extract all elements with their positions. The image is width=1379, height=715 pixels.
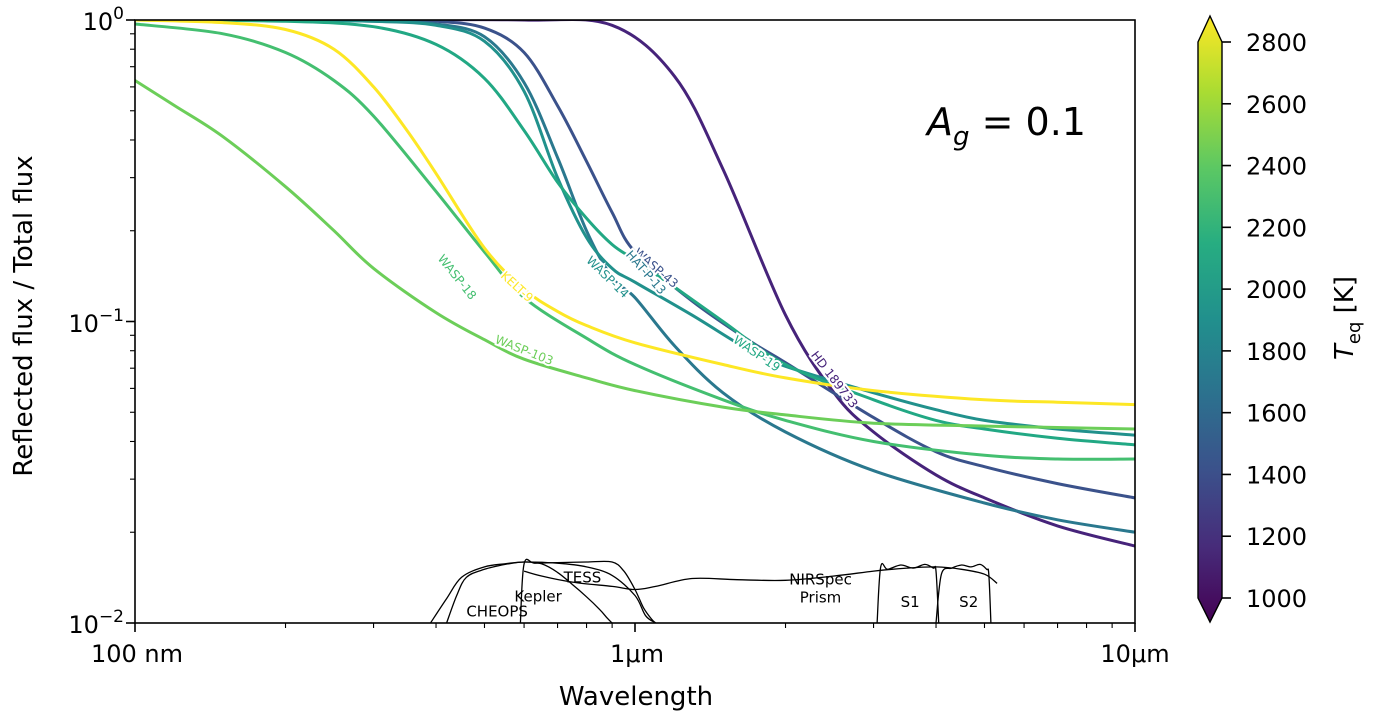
y-tick-label-1e-2: 10−2 bbox=[68, 607, 124, 639]
curve-label-kelt-9: KELT-9 bbox=[498, 269, 536, 305]
y-axis-label: Reflected flux / Total flux bbox=[9, 155, 39, 476]
colorbar-tick-label-2200: 2200 bbox=[1246, 214, 1307, 242]
bandpass-label-s2: S2 bbox=[959, 593, 978, 611]
bandpass-label-kepler: Kepler bbox=[514, 587, 562, 605]
y-tick-label-1e0: 100 bbox=[83, 4, 124, 36]
bandpass-label-prism: Prism bbox=[800, 588, 842, 606]
bandpass-nirspec-prism bbox=[523, 566, 998, 591]
colorbar-tick-label-1000: 1000 bbox=[1246, 585, 1307, 613]
curve-wasp-18 bbox=[135, 22, 1135, 461]
x-tick-label-10um: 10μm bbox=[1100, 640, 1169, 668]
bandpass-s1 bbox=[876, 562, 940, 623]
curve-kelt-9 bbox=[135, 20, 1135, 407]
x-axis: 100 nm 1μm 10μm Wavelength bbox=[91, 640, 1170, 712]
colorbar-gradient bbox=[1197, 14, 1223, 624]
bandpass-label-cheops: CHEOPS bbox=[466, 603, 528, 621]
y-axis: 100 10−1 10−2 Reflected flux / Total flu… bbox=[9, 4, 124, 639]
bandpass-label-nirspec: NIRSpec bbox=[789, 571, 852, 589]
colorbar-tick-label-2400: 2400 bbox=[1246, 153, 1307, 181]
bandpass-kepler bbox=[445, 561, 613, 623]
curve-wasp-19 bbox=[135, 20, 1135, 447]
colorbar-tick-label-2800: 2800 bbox=[1246, 29, 1307, 57]
colorbar-tick-label-2600: 2600 bbox=[1246, 91, 1307, 119]
colorbar-tick-label-1400: 1400 bbox=[1246, 461, 1307, 489]
albedo-annotation: Ag = 0.1 bbox=[924, 100, 1086, 152]
curve-wasp-103 bbox=[135, 79, 1135, 431]
y-tick-label-1e-1: 10−1 bbox=[68, 306, 124, 338]
curve-wasp-14 bbox=[135, 20, 1135, 437]
bandpass-s2 bbox=[935, 563, 992, 623]
x-tick-label-100nm: 100 nm bbox=[91, 640, 183, 668]
bandpass-group bbox=[429, 558, 998, 623]
curve-group bbox=[135, 20, 1135, 548]
colorbar-tick-label-2000: 2000 bbox=[1246, 276, 1307, 304]
x-tick-label-1um: 1μm bbox=[610, 640, 664, 668]
colorbar-tick-label-1600: 1600 bbox=[1246, 400, 1307, 428]
bandpass-cheops bbox=[429, 561, 657, 623]
curve-label-wasp-18: WASP-18 bbox=[435, 252, 479, 303]
bandpass-tess bbox=[519, 558, 657, 623]
axis-ticks bbox=[126, 19, 1136, 632]
colorbar: 1000 1200 1400 1600 1800 2000 2200 2400 2600 2800… bbox=[1197, 14, 1365, 624]
bandpass-label-tess: TESS bbox=[563, 569, 602, 587]
colorbar-tick-label-1800: 1800 bbox=[1246, 338, 1307, 366]
colorbar-label: Teq [K] bbox=[1330, 276, 1365, 360]
x-axis-label: Wavelength bbox=[559, 682, 713, 712]
colorbar-tick-label-1200: 1200 bbox=[1246, 523, 1307, 551]
curve-hd-189733 bbox=[135, 20, 1135, 548]
bandpass-label-s1: S1 bbox=[901, 593, 920, 611]
colorbar-ticks: 1000 1200 1400 1600 1800 2000 2200 2400 2600 2800 bbox=[1222, 29, 1307, 613]
